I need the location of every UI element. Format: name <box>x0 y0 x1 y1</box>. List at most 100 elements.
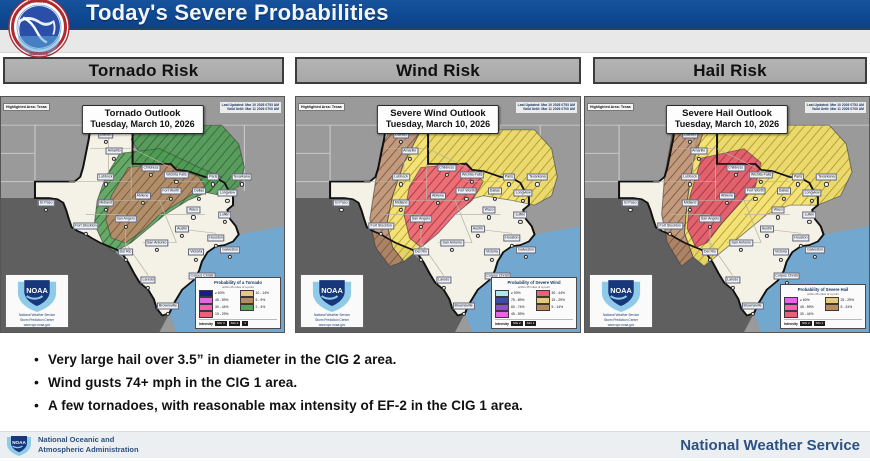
city-label: Lubbock <box>392 173 410 181</box>
city-marker-icon <box>148 172 154 178</box>
legend-column-left: ≥ 60% 45 - 59% 30 - 44% 15 - 29% <box>199 290 237 318</box>
city-label: San Antonio <box>440 239 464 247</box>
legend-swatch <box>495 304 509 311</box>
city-label: Galveston <box>515 246 537 254</box>
city-marker-icon <box>810 198 815 203</box>
city-marker-icon <box>758 179 764 185</box>
legend-label: 10 - 14% <box>255 291 270 296</box>
list-item: • Very large hail over 3.5” in diameter … <box>34 351 674 368</box>
legend-title: Probability of Severe Hail <box>797 287 849 293</box>
legend-label: ≥ 60% <box>215 291 225 296</box>
legend-swatch <box>199 311 213 318</box>
footer-agency: National Oceanic and Atmospheric Adminis… <box>38 435 139 454</box>
stamp-line1: Last Updated: Mar 10 2026 0753 AM <box>806 103 864 107</box>
legend-entry: 60 - 74% <box>495 304 533 311</box>
map-panel-wind[interactable]: Highlighted Area: Texas Last Updated: Mar… <box>295 96 581 333</box>
city-marker-icon <box>730 285 735 290</box>
legend-intensity-chip: SIG 3 <box>214 321 227 326</box>
legend-entry: 15 - 29% <box>535 297 574 304</box>
bullet-text: Wind gusts 74+ mph in the CIG 1 area. <box>48 375 298 390</box>
city-marker-icon <box>228 255 233 260</box>
legend-swatch <box>824 297 839 304</box>
noaa-seal-icon: NATIONAL SERVICE <box>8 0 70 58</box>
badge-line1: National Weather Service <box>313 313 351 317</box>
city-label: Midland <box>681 199 699 207</box>
highlighted-area-tag: Highlighted Area: Texas <box>3 103 50 111</box>
city-label: Wichita Falls <box>164 171 189 179</box>
map-panel-hail[interactable]: Highlighted Area: Texas Last Updated: Mar… <box>584 96 870 333</box>
legend-entry: 45 - 59% <box>199 297 237 304</box>
last-updated-stamp: Last Updated: Mar 10 2026 0753 AM Valid U… <box>804 102 866 113</box>
city-marker-icon <box>687 182 693 187</box>
city-marker-icon <box>753 196 758 201</box>
city-label: Houston <box>792 234 810 242</box>
legend-entry: 45 - 59% <box>495 311 533 318</box>
city-marker-icon <box>668 231 673 236</box>
city-label: Fort Stockton <box>73 222 99 230</box>
legend-intensity-chip: SIG 1 <box>524 321 537 326</box>
city-marker-icon <box>191 215 196 220</box>
risk-header-tornado: Tornado Risk <box>3 57 284 84</box>
city-marker-icon <box>123 224 128 229</box>
city-label: Paris <box>207 173 220 181</box>
map-title-plate: Tornado Outlook Tuesday, March 10, 2026 <box>81 105 204 134</box>
footer: NOAA National Oceanic and Atmospheric Ad… <box>0 431 870 458</box>
city-label: Abilene <box>430 192 446 200</box>
legend-intensity-chip: SIG 2 <box>510 321 523 326</box>
legend-intensity-label: Intensity <box>495 321 509 326</box>
city-marker-icon <box>418 257 424 262</box>
city-marker-icon <box>707 224 713 229</box>
city-marker-icon <box>379 231 384 236</box>
city-label: Galveston <box>804 246 826 254</box>
legend-entry: 75 - 89% <box>495 297 533 304</box>
map-panel-tornado[interactable]: Highlighted Area: Texas Last Updated: Mar… <box>0 96 285 333</box>
city-marker-icon <box>180 234 185 239</box>
legend-intensity-row: Intensity SIG 2 SIG 1 <box>784 319 862 326</box>
legend-entry: 30 - 44% <box>199 304 237 311</box>
city-marker-icon <box>739 248 744 253</box>
city-label: Waco <box>482 206 496 214</box>
city-marker-icon <box>44 208 49 213</box>
city-label: Fort Stockton <box>657 222 683 230</box>
legend-title: Probability of a Tornado <box>214 280 262 286</box>
city-marker-icon <box>687 208 693 213</box>
badge-line1: National Weather Service <box>602 313 640 317</box>
svg-text:SERVICE: SERVICE <box>29 51 48 56</box>
legend-label: 30 - 44% <box>800 311 814 316</box>
legend-swatch <box>495 290 509 297</box>
legend-entry: 25 - 29% <box>824 297 863 304</box>
badge-line3: www.spc.noaa.gov <box>318 323 346 327</box>
risk-header-hail: Hail Risk <box>593 57 867 84</box>
bullet-icon: • <box>34 351 39 367</box>
city-label: Laredo <box>436 276 452 284</box>
city-label: Midland <box>97 199 114 207</box>
map-title-plate: Severe Wind Outlook Tuesday, March 10, 20… <box>376 105 500 134</box>
city-marker-icon <box>103 140 108 145</box>
city-label: Dallas <box>487 187 502 195</box>
city-marker-icon <box>103 208 108 213</box>
bullet-icon: • <box>34 374 39 390</box>
city-label: Brownsville <box>156 302 180 310</box>
city-label: Laredo <box>725 276 741 284</box>
city-marker-icon <box>398 182 404 187</box>
badge-line3: www.spc.noaa.gov <box>607 323 635 327</box>
map-title-line2: Tuesday, March 10, 2026 <box>385 119 491 129</box>
city-label: Victoria <box>483 248 500 256</box>
map-legend: Probability of Severe Wind within 25 mile… <box>491 277 577 329</box>
header-bar <box>0 0 870 30</box>
legend-column-left: ≥ 90% 75 - 89% 60 - 74% 45 - 59% <box>495 290 533 318</box>
city-marker-icon <box>174 179 179 185</box>
city-marker-icon <box>824 182 829 187</box>
legend-intensity-label: Intensity <box>199 321 213 326</box>
city-marker-icon <box>778 257 784 262</box>
city-label: El Paso <box>333 199 350 207</box>
footer-agency-line1: National Oceanic and <box>38 435 115 444</box>
city-label: Amarillo <box>105 147 123 155</box>
city-marker-icon <box>696 156 701 161</box>
city-label: Wichita Falls <box>748 171 774 179</box>
svg-text:NOAA: NOAA <box>610 286 632 295</box>
city-marker-icon <box>83 231 88 236</box>
city-label: Waco <box>186 206 200 214</box>
legend-column-right: 30 - 44% 15 - 29% 5 - 14% <box>535 290 574 318</box>
